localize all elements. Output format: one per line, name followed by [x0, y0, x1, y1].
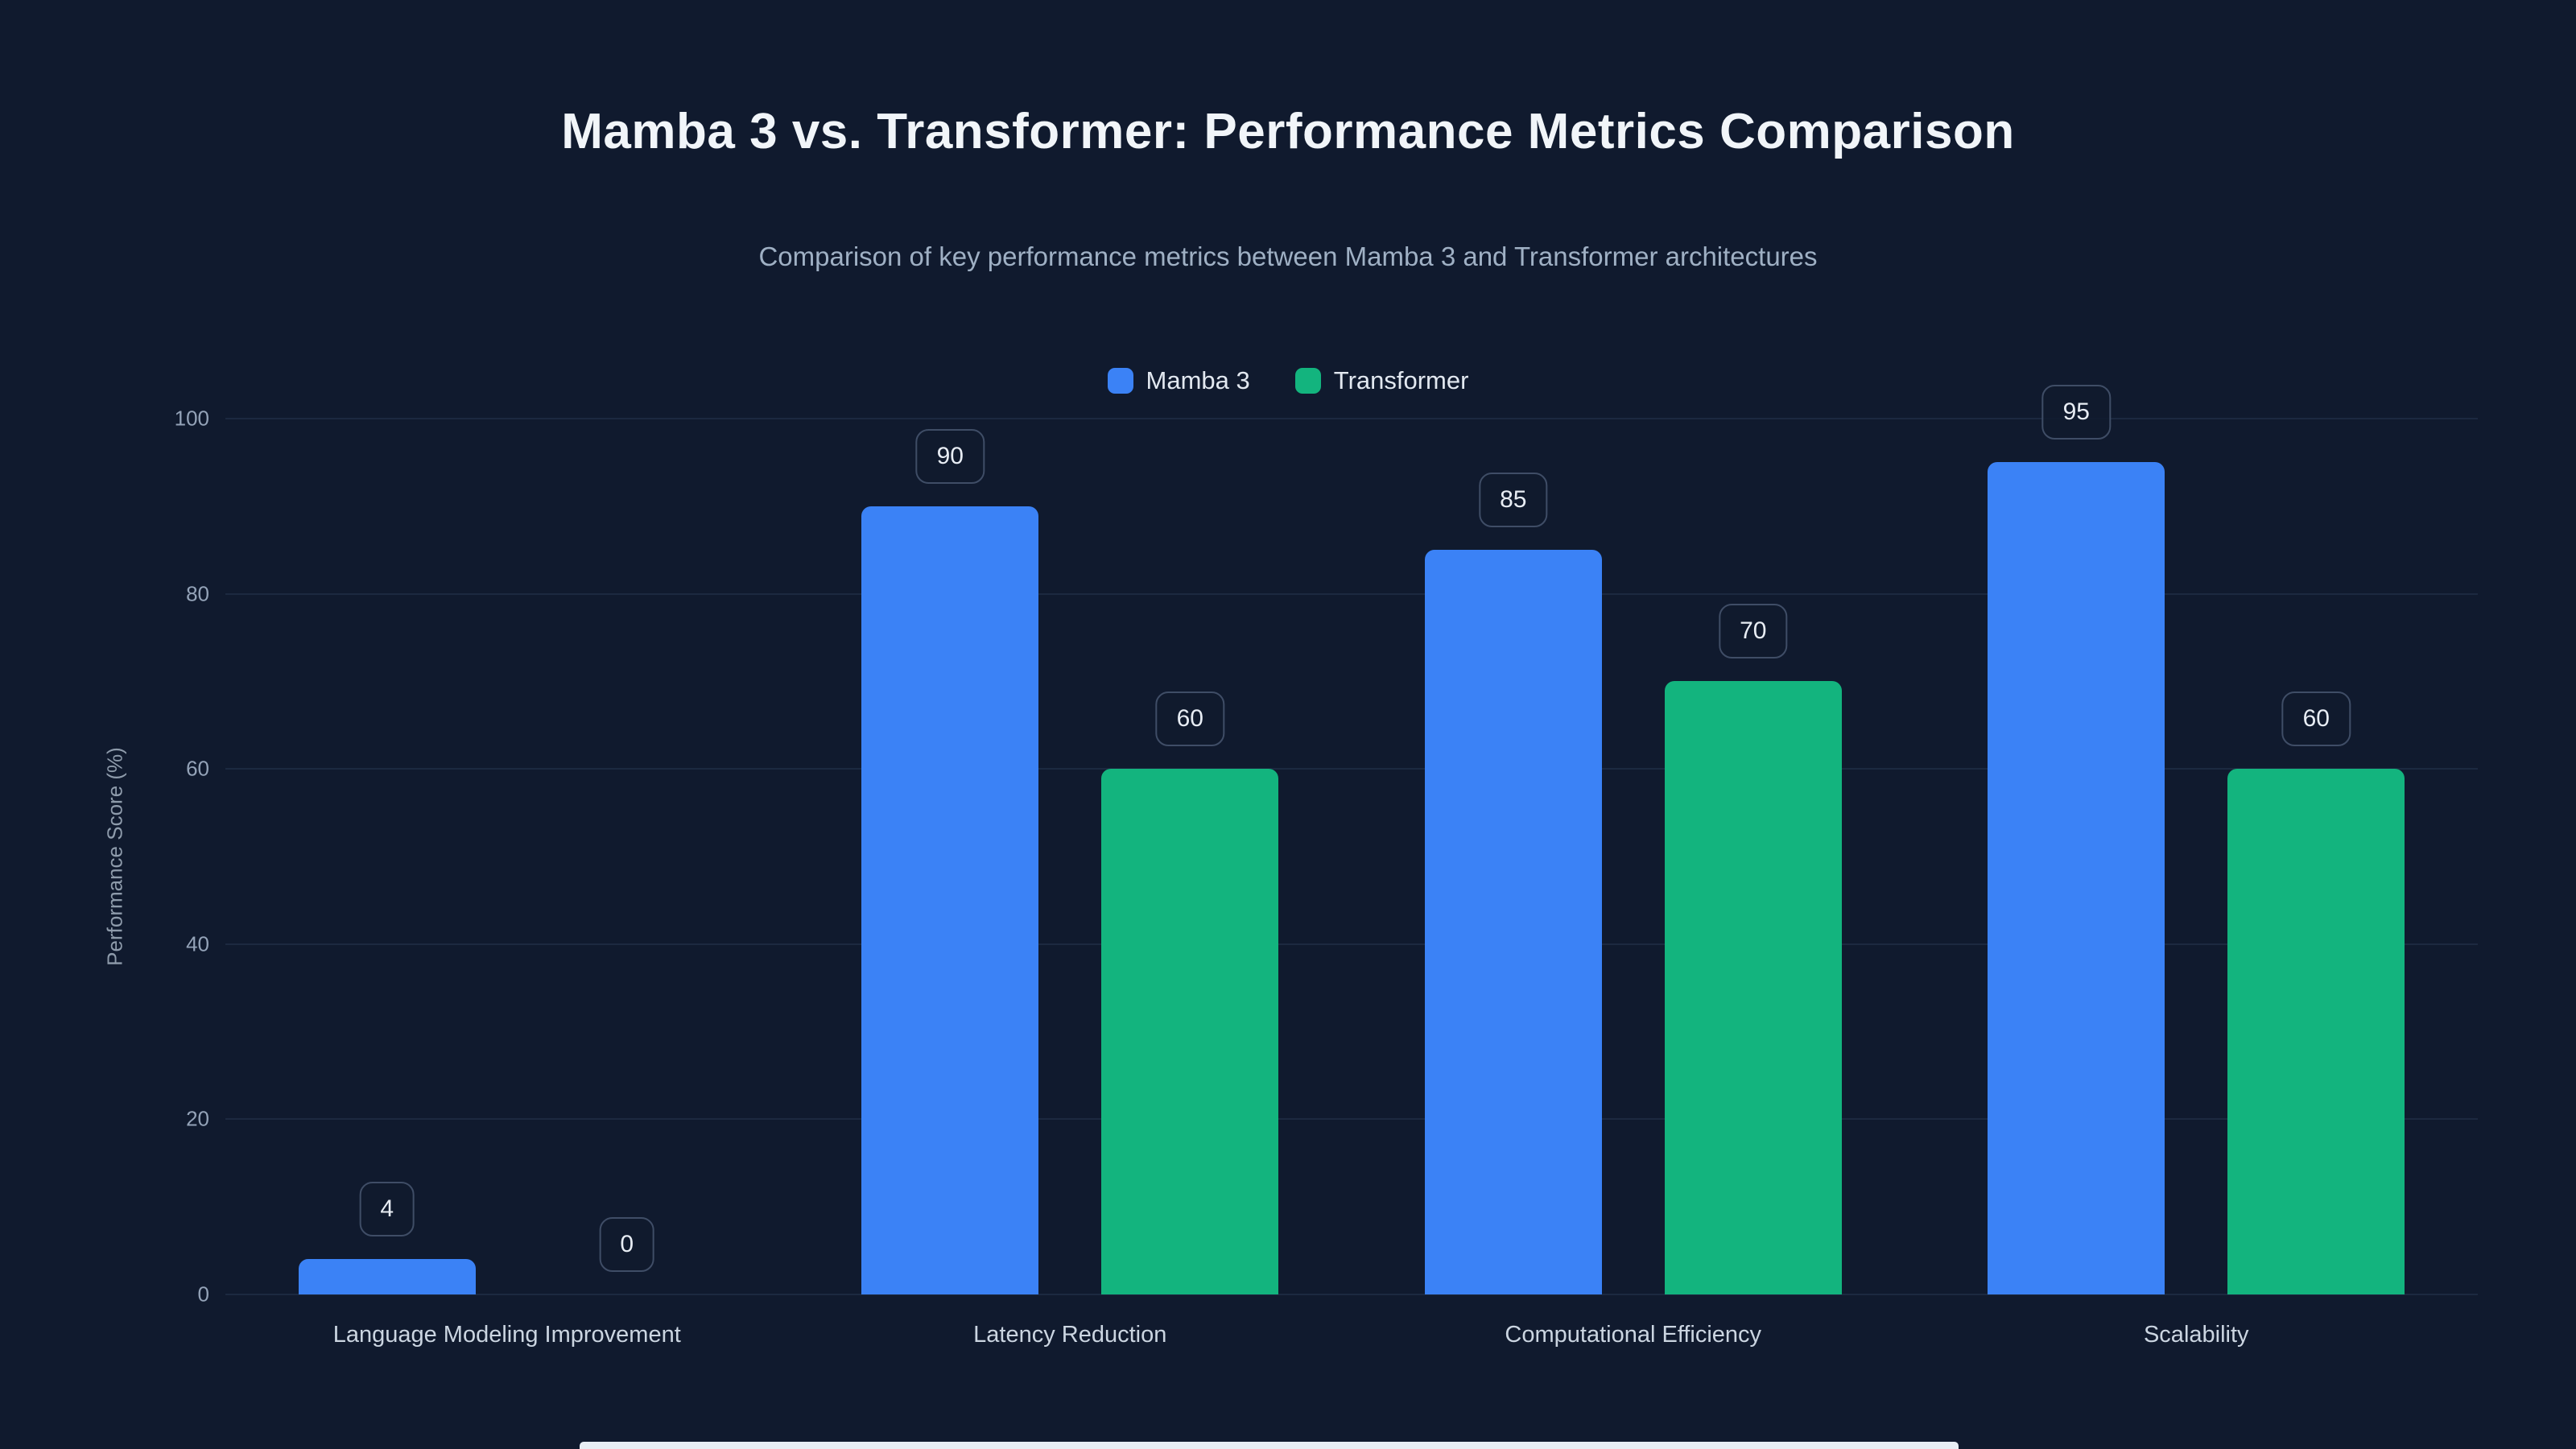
value-label: 0 — [599, 1217, 655, 1272]
gridline — [225, 418, 2478, 419]
bar-mamba-3 — [1988, 462, 2165, 1294]
value-label: 60 — [1155, 691, 1224, 747]
legend-item-mamba-3[interactable]: Mamba 3 — [1107, 366, 1250, 395]
y-tick-label: 60 — [186, 756, 209, 781]
x-axis-label: Computational Efficiency — [1505, 1322, 1762, 1348]
bar-transformer — [1101, 769, 1279, 1294]
legend-item-transformer[interactable]: Transformer — [1294, 366, 1469, 395]
legend-swatch-mamba-3 — [1107, 368, 1133, 394]
gridline — [225, 768, 2478, 770]
legend-label: Mamba 3 — [1146, 366, 1250, 394]
gridline — [225, 943, 2478, 945]
legend-label: Transformer — [1333, 366, 1469, 394]
bar-mamba-3 — [298, 1259, 476, 1294]
legend: Mamba 3 Transformer — [0, 366, 2576, 395]
value-label: 90 — [915, 428, 985, 484]
x-axis-label: Scalability — [2143, 1322, 2249, 1348]
value-label: 4 — [359, 1182, 415, 1237]
chart-title: Mamba 3 vs. Transformer: Performance Met… — [561, 104, 2015, 159]
bottom-scrollbar[interactable] — [580, 1442, 1959, 1449]
y-tick-label: 0 — [197, 1282, 209, 1307]
bar-mamba-3 — [1424, 550, 1602, 1294]
value-label: 85 — [1479, 473, 1548, 528]
legend-swatch-transformer — [1294, 368, 1321, 394]
value-label: 60 — [2281, 691, 2351, 747]
chart-subtitle: Comparison of key performance metrics be… — [758, 242, 1818, 271]
y-tick-label: 100 — [174, 406, 209, 431]
gridline — [225, 592, 2478, 595]
y-tick-label: 40 — [186, 931, 209, 956]
y-tick-label: 80 — [186, 581, 209, 606]
value-label: 95 — [2041, 385, 2111, 440]
bar-transformer — [1664, 681, 1842, 1294]
value-label: 70 — [1719, 604, 1788, 659]
x-axis-label: Language Modeling Improvement — [332, 1322, 681, 1348]
y-tick-label: 20 — [186, 1106, 209, 1131]
bar-transformer — [2227, 769, 2405, 1294]
x-axis-label: Latency Reduction — [973, 1322, 1167, 1348]
gridline — [225, 1118, 2478, 1121]
bar-mamba-3 — [861, 506, 1039, 1294]
gridline — [225, 1294, 2478, 1295]
